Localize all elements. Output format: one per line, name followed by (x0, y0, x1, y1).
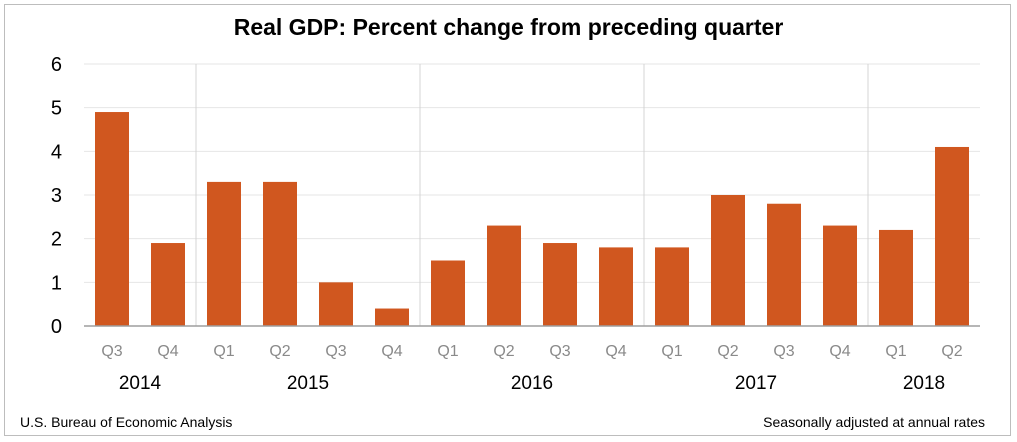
bar (767, 203, 801, 326)
y-tick-label: 4 (51, 141, 62, 163)
x-tick-label: Q1 (885, 343, 906, 360)
x-tick-label: Q2 (717, 343, 738, 360)
x-tick-label: Q2 (493, 343, 514, 360)
x-tick-label: Q1 (437, 343, 458, 360)
x-tick-label: Q3 (773, 343, 794, 360)
bar (935, 146, 969, 326)
y-tick-label: 2 (51, 229, 62, 251)
seasonal-note: Seasonally adjusted at annual rates (763, 414, 985, 430)
x-tick-label: Q3 (325, 343, 346, 360)
chart-title: Real GDP: Percent change from preceding … (233, 14, 784, 40)
bar (543, 243, 577, 326)
source-note: U.S. Bureau of Economic Analysis (20, 414, 233, 430)
bar (655, 247, 689, 326)
y-tick-labels: 0 1 2 3 4 5 6 (51, 54, 62, 338)
y-tick-label: 3 (51, 185, 62, 207)
bar (711, 195, 745, 326)
y-tick-label: 5 (51, 98, 62, 120)
bar (431, 260, 465, 326)
bar (207, 181, 241, 326)
x-tick-label: Q1 (661, 343, 682, 360)
x-tick-label: Q4 (157, 343, 178, 360)
x-tick-label: Q2 (269, 343, 290, 360)
y-tick-label: 0 (51, 316, 62, 338)
x-tick-label: Q4 (829, 343, 850, 360)
year-label: 2015 (287, 373, 329, 394)
y-tick-label: 6 (51, 54, 62, 76)
x-tick-labels: Q3 Q4 Q1 Q2 Q3 Q4 Q1 Q2 Q3 Q4 Q1 Q2 Q3 Q4 Q1 Q2 (101, 343, 962, 360)
year-label: 2017 (735, 373, 777, 394)
year-label: 2014 (119, 373, 162, 394)
year-dividers (195, 64, 869, 326)
x-tick-label: Q4 (605, 343, 626, 360)
x-tick-label: Q4 (381, 343, 402, 360)
chart-frame (4, 4, 1011, 436)
x-tick-label: Q1 (213, 343, 234, 360)
bar (319, 282, 353, 326)
y-tick-label: 1 (51, 272, 62, 294)
bars (95, 112, 969, 327)
bar (879, 229, 913, 326)
year-label: 2016 (511, 373, 553, 394)
bar (263, 181, 297, 326)
x-tick-label: Q3 (101, 343, 122, 360)
year-label: 2018 (903, 373, 945, 394)
bar (151, 243, 185, 326)
year-labels: 2014 2015 2016 2017 2018 (119, 373, 945, 394)
bar (95, 112, 129, 327)
x-tick-label: Q3 (549, 343, 570, 360)
bar (599, 247, 633, 326)
x-tick-label: Q2 (941, 343, 962, 360)
bar (375, 308, 409, 326)
bar (487, 225, 521, 326)
bar (823, 225, 857, 326)
